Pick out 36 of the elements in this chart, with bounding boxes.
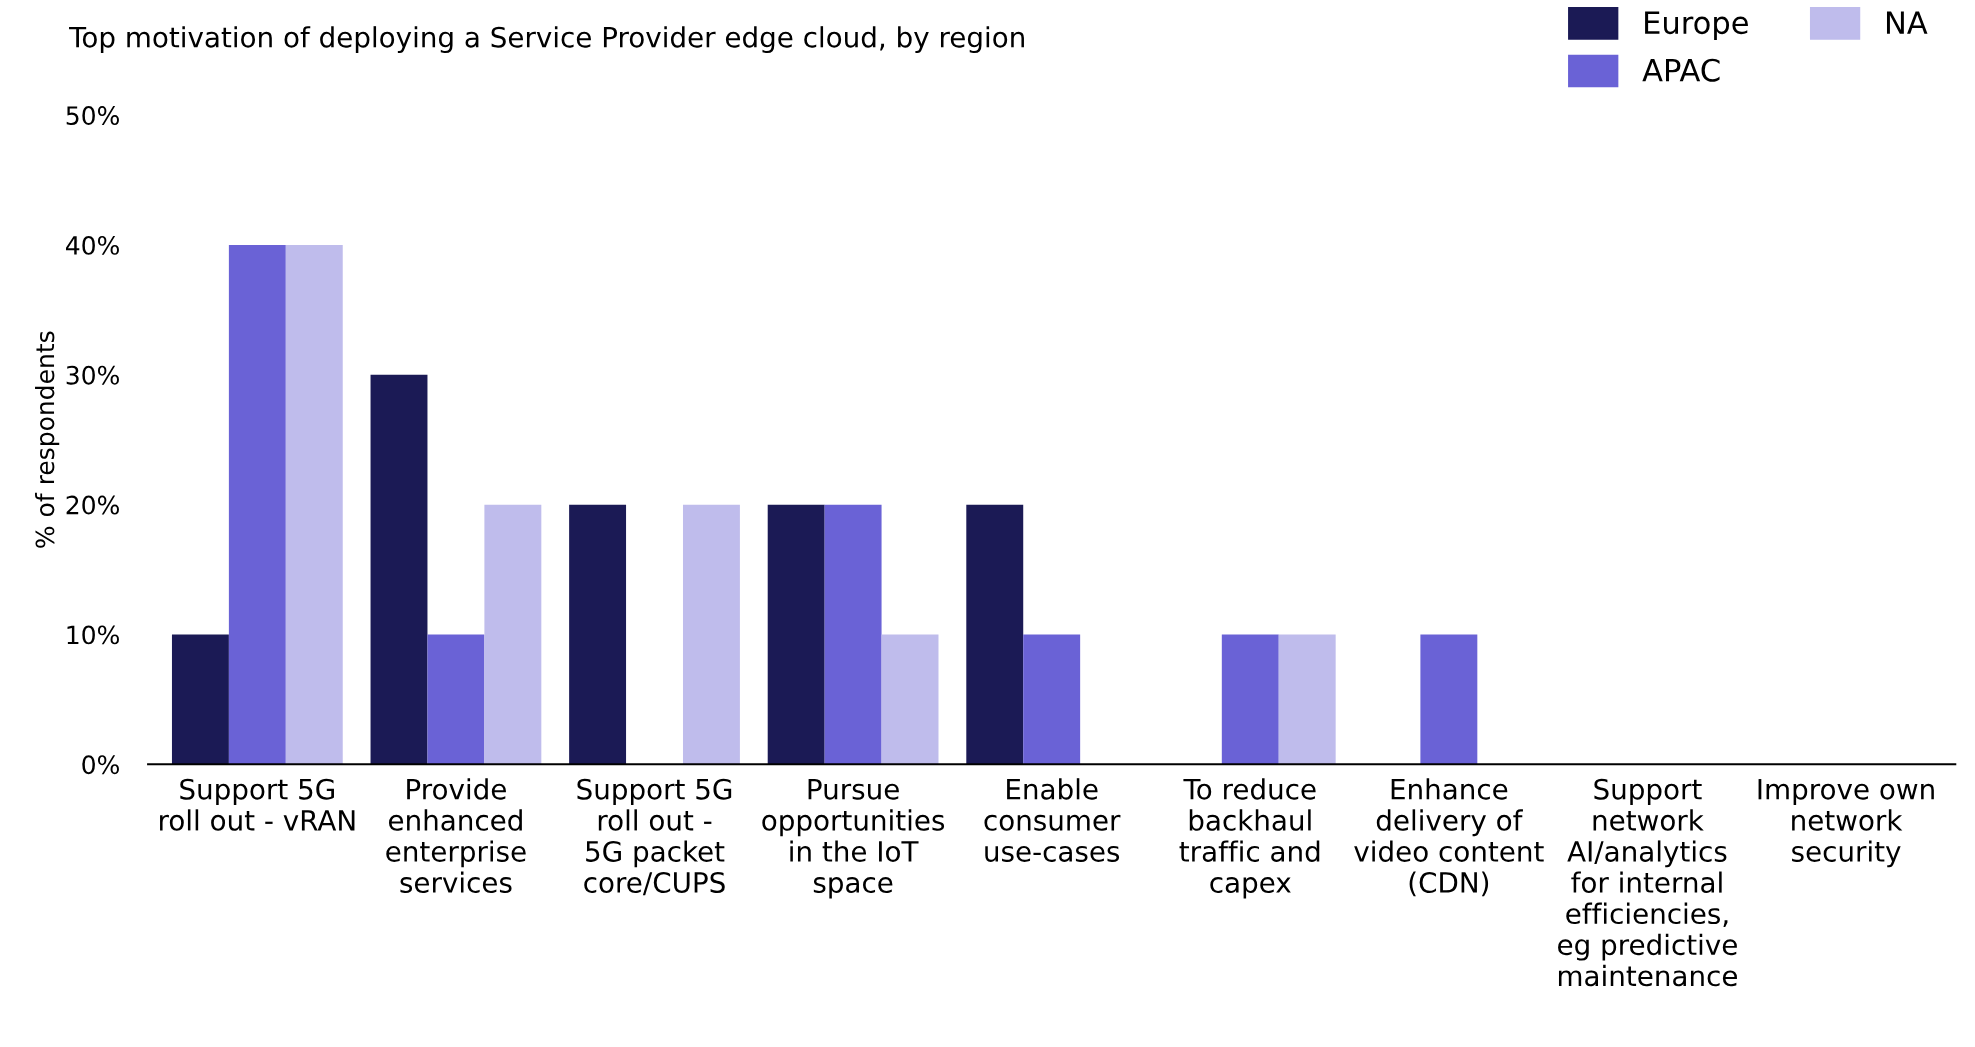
chart-title: Top motivation of deploying a Service Provider edge cloud, by region (69, 26, 1024, 54)
x-tick-label: Enable consumer use-cases (984, 778, 1121, 862)
bar (881, 634, 939, 765)
bar (285, 245, 343, 765)
bar (1278, 634, 1336, 765)
y-tick-label: 0% (82, 755, 119, 775)
x-tick-label: Support network AI/analytics for internal efficiencies, eg predictive maintenance (1558, 778, 1737, 987)
x-tick-label: Enhance delivery of video content (CDN) (1354, 778, 1544, 897)
bar (370, 374, 428, 765)
legend-label: APAC (1642, 58, 1720, 82)
legend-label: NA (1886, 11, 1928, 34)
x-tick-label: Support 5G roll out - 5G packet core/CUPS (577, 778, 732, 896)
x-tick-label: Improve own network security (1758, 779, 1934, 868)
y-tick-label: 30% (66, 365, 119, 385)
bar (228, 245, 286, 765)
x-tick-label: Support 5G roll out - vRAN (160, 778, 355, 831)
bar (767, 504, 825, 765)
bar (569, 504, 627, 765)
bar (682, 504, 740, 765)
legend-label: Europe (1645, 11, 1748, 41)
bar (1023, 634, 1081, 765)
x-tick-label: Pursue opportunities in the IoT space (762, 779, 945, 899)
y-tick-label: 40% (66, 235, 119, 255)
bar (171, 634, 229, 765)
bar (966, 504, 1024, 765)
bar (484, 504, 542, 765)
bar (824, 504, 882, 765)
y-tick-label: 20% (66, 495, 119, 515)
x-tick-label: Provide enhanced enterprise services (386, 778, 526, 894)
y-tick-label: 10% (67, 625, 119, 645)
y-tick-label: 50% (66, 106, 119, 126)
bar (1420, 634, 1478, 765)
bar (427, 634, 485, 765)
bar (1221, 634, 1279, 765)
x-tick-label: To reduce backhaul traffic and capex (1179, 778, 1320, 899)
y-axis-title: % of respondents (35, 331, 60, 548)
